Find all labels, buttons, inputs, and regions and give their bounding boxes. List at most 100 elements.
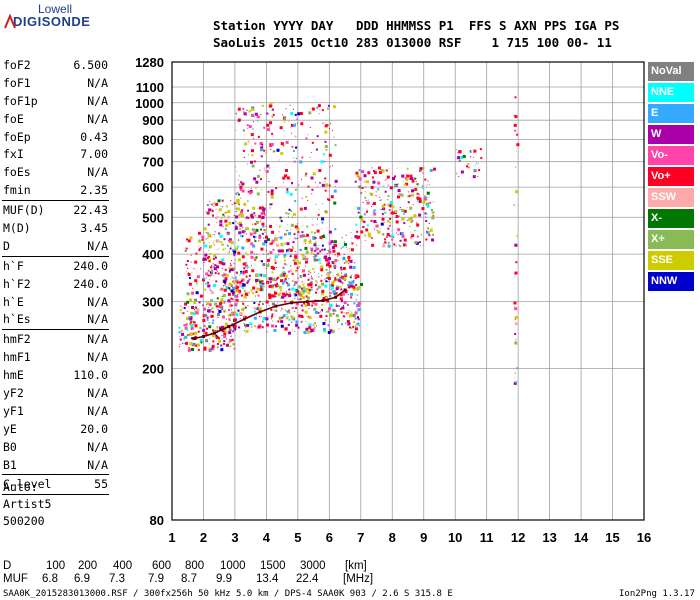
echo-point — [310, 288, 313, 291]
echo-point — [223, 342, 226, 345]
echo-point — [219, 288, 222, 291]
echo-point — [209, 288, 211, 290]
echo-point — [208, 347, 211, 350]
echo-point — [235, 207, 238, 210]
x-tick-label: 14 — [574, 530, 589, 545]
echo-point — [514, 307, 518, 311]
echo-point — [282, 273, 286, 277]
param-label: D — [3, 238, 10, 253]
echo-point — [275, 243, 279, 247]
echo-point — [294, 135, 297, 138]
echo-point — [221, 243, 224, 246]
echo-point — [281, 307, 283, 309]
echo-point — [387, 203, 391, 207]
echo-point — [380, 222, 384, 226]
echo-point — [254, 112, 258, 116]
echo-point — [305, 137, 308, 140]
echo-point — [290, 111, 294, 115]
echo-point — [239, 318, 241, 320]
echo-point — [239, 223, 243, 227]
echo-point — [347, 249, 349, 251]
echo-point — [254, 325, 257, 328]
echo-point — [210, 290, 214, 294]
echo-point — [372, 203, 374, 205]
echo-point — [259, 141, 263, 145]
echo-point — [514, 275, 516, 277]
echo-point — [333, 261, 336, 264]
echo-point — [297, 231, 300, 234]
echo-point — [241, 214, 245, 218]
echo-point — [245, 218, 247, 220]
echo-point — [313, 251, 315, 253]
echo-point — [314, 253, 318, 257]
echo-point — [370, 186, 374, 190]
echo-point — [343, 241, 345, 243]
echo-point — [373, 209, 376, 212]
param-value: 240.0 — [73, 276, 108, 291]
param-value: 55 — [94, 477, 108, 492]
echo-point — [225, 205, 228, 208]
echo-point — [289, 255, 292, 258]
echo-point — [186, 300, 190, 304]
echo-point — [333, 136, 335, 138]
echo-point — [428, 203, 430, 205]
echo-point — [324, 130, 328, 134]
echo-point — [352, 266, 356, 270]
echo-point — [184, 335, 188, 339]
echo-point — [304, 174, 307, 177]
echo-point — [241, 235, 244, 238]
echo-point — [314, 236, 317, 239]
echo-point — [251, 292, 254, 295]
echo-point — [294, 311, 296, 313]
echo-point — [339, 293, 343, 297]
echo-point — [316, 282, 318, 284]
echo-point — [322, 297, 326, 301]
echo-point — [242, 283, 246, 287]
echo-point — [515, 150, 517, 152]
echo-point — [328, 307, 332, 311]
trace-point — [201, 334, 205, 338]
echo-point — [228, 328, 232, 332]
echo-point — [202, 258, 206, 262]
echo-point — [416, 223, 420, 227]
echo-point — [250, 242, 254, 246]
echo-point — [319, 181, 322, 184]
echo-point — [301, 296, 305, 300]
echo-point — [203, 277, 206, 280]
echo-point — [243, 323, 245, 325]
echo-point — [321, 244, 324, 247]
echo-point — [324, 295, 326, 297]
param-row: hmF1 N/A — [2, 348, 109, 366]
echo-point — [302, 273, 306, 277]
echo-point — [456, 152, 458, 154]
echo-point — [253, 177, 257, 181]
echo-point — [297, 122, 299, 124]
echo-point — [196, 336, 198, 338]
echo-point — [355, 223, 358, 226]
echo-point — [365, 186, 367, 188]
echo-point — [224, 228, 227, 231]
echo-point — [236, 299, 238, 301]
echo-point — [327, 257, 331, 261]
echo-point — [252, 206, 256, 210]
echo-point — [217, 305, 221, 309]
echo-point — [273, 295, 276, 298]
echo-point — [297, 298, 299, 300]
echo-point — [259, 288, 263, 292]
echo-point — [259, 148, 263, 152]
echo-point — [397, 233, 399, 235]
echo-point — [304, 215, 306, 217]
echo-point — [350, 296, 353, 299]
echo-point — [270, 142, 274, 146]
echo-point — [244, 269, 248, 273]
autoscale-code: 500200 — [3, 514, 45, 528]
echo-point — [329, 248, 331, 250]
echo-point — [275, 187, 278, 190]
echo-point — [419, 170, 421, 172]
echo-point — [222, 315, 224, 317]
echo-point — [344, 289, 348, 293]
echo-point — [234, 166, 236, 168]
echo-point — [260, 286, 263, 289]
echo-point — [241, 308, 245, 312]
echo-point — [238, 326, 241, 329]
